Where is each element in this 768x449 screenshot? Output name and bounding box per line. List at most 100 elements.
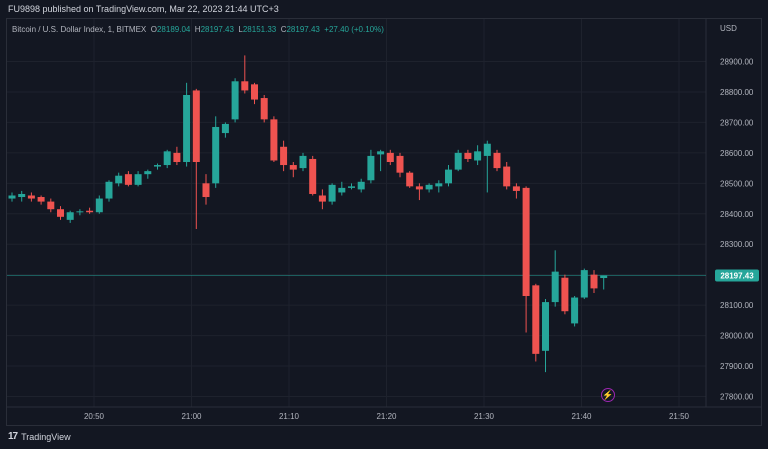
y-tick-label: 28400.00 (720, 210, 754, 219)
x-tick-label: 20:50 (84, 412, 105, 421)
candle-body (522, 187, 530, 296)
candle-body (474, 151, 482, 161)
chart-frame[interactable] (6, 18, 762, 426)
close-label: C (280, 25, 287, 34)
candle-body (415, 186, 423, 190)
candle-body (532, 285, 540, 354)
candle-body (338, 187, 346, 193)
candle-body (561, 277, 569, 312)
y-tick-label: 28800.00 (720, 88, 754, 97)
candle-body (231, 81, 239, 120)
candle-body (493, 152, 501, 169)
candle-body (57, 209, 64, 217)
candle-body (76, 211, 84, 213)
candle-body (348, 186, 355, 188)
candle-body (542, 302, 549, 351)
candle-body (318, 195, 326, 202)
candle-body (357, 181, 365, 190)
y-tick-label: 28600.00 (720, 149, 754, 158)
y-tick-label: 27800.00 (720, 393, 754, 402)
candle-body (328, 184, 336, 202)
open-value: 28189.04 (156, 25, 191, 34)
low-label: L (238, 25, 243, 34)
currency-label: USD (720, 24, 737, 33)
close-value: 28197.43 (286, 25, 320, 34)
brand-name: TradingView (21, 431, 71, 442)
high-label: H (194, 25, 201, 34)
tradingview-logo-icon: 17 (8, 431, 18, 442)
open-label: O (150, 25, 157, 34)
candle-body (221, 123, 229, 134)
candle-body (435, 183, 443, 187)
change-value: +27.40 (+0.10%) (324, 25, 384, 34)
x-tick-label: 21:10 (279, 412, 300, 421)
candle-body (192, 90, 200, 162)
high-value: 28197.43 (200, 25, 234, 34)
last-price-label: 28197.43 (720, 271, 754, 280)
candle-body (134, 174, 142, 185)
candle-body (377, 151, 385, 155)
candle-body (27, 195, 35, 199)
x-tick-label: 21:40 (571, 412, 592, 421)
candle-body (183, 95, 191, 162)
candle-body (95, 198, 103, 213)
y-tick-label: 28700.00 (720, 118, 754, 127)
candle-body (163, 151, 171, 166)
candle-body (173, 152, 181, 162)
y-tick-label: 28300.00 (720, 240, 754, 249)
x-tick-label: 21:20 (376, 412, 397, 421)
candle-body (600, 275, 608, 279)
candle-body (37, 197, 45, 202)
y-tick-label: 28900.00 (720, 58, 754, 67)
candle-body (367, 155, 375, 181)
candle-body (309, 158, 317, 194)
top-bar: FU9898 published on TradingView.com, Mar… (0, 0, 768, 18)
candle-body (241, 81, 249, 91)
candle-body (66, 212, 74, 220)
candle-body (280, 146, 288, 166)
candle-body (105, 181, 113, 199)
candle-body (18, 193, 26, 198)
x-tick-label: 21:00 (181, 412, 202, 421)
candle-body (464, 152, 472, 159)
x-tick-label: 21:30 (474, 412, 495, 421)
candle-body (396, 155, 404, 173)
candle-body (202, 183, 210, 198)
candle-body (454, 152, 462, 170)
candle-body (445, 169, 452, 184)
ohlc-legend: Bitcoin / U.S. Dollar Index, 1, BITMEX O… (12, 25, 384, 34)
candle-body (406, 172, 414, 187)
candle-body (124, 174, 132, 185)
y-tick-label: 27900.00 (720, 362, 754, 371)
candle-body (251, 84, 258, 100)
candle-body (571, 297, 579, 324)
footer: 17 TradingView (8, 431, 71, 442)
y-tick-label: 28500.00 (720, 179, 754, 188)
low-value: 28151.33 (242, 25, 277, 34)
publish-info: FU9898 published on TradingView.com, Mar… (8, 4, 279, 14)
candle-body (289, 165, 297, 170)
candle-body (154, 165, 161, 167)
lightning-icon[interactable]: ⚡ (601, 388, 615, 402)
candle-body (590, 274, 598, 289)
candle-body (270, 119, 278, 161)
candle-body (512, 186, 520, 191)
candle-body (551, 271, 559, 303)
y-tick-label: 28000.00 (720, 332, 754, 341)
candle-body (503, 166, 511, 187)
candle-body (425, 184, 433, 190)
candle-body (580, 270, 588, 298)
candle-body (115, 175, 123, 184)
candle-body (212, 126, 220, 184)
candle-body (47, 201, 55, 210)
y-tick-label: 28100.00 (720, 301, 754, 310)
candle-body (386, 152, 394, 162)
symbol-label: Bitcoin / U.S. Dollar Index, 1, BITMEX (12, 25, 147, 34)
candle-body (8, 195, 16, 199)
candle-body (144, 171, 152, 175)
candle-body (483, 143, 491, 156)
candle-body (86, 210, 94, 213)
x-tick-label: 21:50 (669, 412, 690, 421)
candle-body (299, 155, 307, 169)
